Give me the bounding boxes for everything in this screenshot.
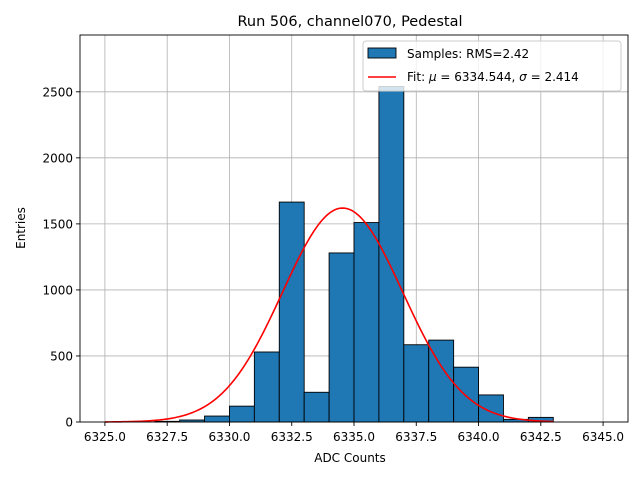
legend-box [362, 40, 622, 92]
x-tick-label: 6335.0 [333, 430, 375, 444]
histogram-bar [378, 86, 405, 423]
histogram-bar [328, 252, 355, 423]
x-tick-label: 6345.0 [582, 430, 624, 444]
x-axis-ticks: 6325.0 6327.5 6330.0 6332.5 6335.0 6337.5 6340… [84, 422, 624, 444]
x-tick-label: 6325.0 [84, 430, 126, 444]
chart-title: Run 506, channel070, Pedestal [237, 14, 462, 30]
x-tick-label: 6337.5 [395, 430, 437, 444]
x-tick-label: 6327.5 [146, 430, 188, 444]
x-axis-label: ADC Counts [314, 451, 386, 465]
x-tick-label: 6332.5 [271, 430, 313, 444]
histogram-bar [278, 201, 305, 423]
x-tick-label: 6340.0 [458, 430, 500, 444]
legend-fit-mu-value: = 6334.544, [437, 70, 520, 84]
y-tick-label: 1500 [42, 217, 73, 231]
legend: Samples: RMS=2.42 Fit: μ = 6334.544, σ =… [362, 40, 622, 92]
histogram-bar [229, 405, 255, 423]
legend-histogram-swatch [367, 47, 397, 59]
legend-fit-label: Fit: μ = 6334.544, σ = 2.414 [407, 70, 579, 84]
y-tick-label: 2000 [42, 151, 73, 165]
y-tick-label: 1000 [42, 283, 73, 297]
y-axis-label: Entries [14, 207, 28, 249]
histogram-bar [204, 415, 230, 423]
y-tick-label: 500 [50, 349, 73, 363]
x-tick-label: 6342.5 [520, 430, 562, 444]
fit-curve [104, 207, 554, 423]
legend-fit-sigma-value: = 2.414 [527, 70, 579, 84]
histogram-bar [453, 366, 479, 423]
y-tick-label: 2500 [42, 85, 73, 99]
histogram-bar [303, 391, 330, 423]
legend-fit-sigma-symbol: σ [519, 70, 527, 84]
legend-histogram-label: Samples: RMS=2.42 [407, 47, 529, 61]
y-tick-label: 0 [65, 416, 73, 430]
y-axis-ticks: 0 500 1000 1500 2000 2500 [42, 85, 80, 430]
legend-fit-mu-symbol: μ [428, 70, 437, 84]
histogram-bar [353, 222, 380, 423]
legend-fit-prefix: Fit: [407, 70, 429, 84]
histogram-bar [253, 351, 280, 423]
x-tick-label: 6330.0 [208, 430, 250, 444]
histogram-bar [403, 344, 430, 423]
